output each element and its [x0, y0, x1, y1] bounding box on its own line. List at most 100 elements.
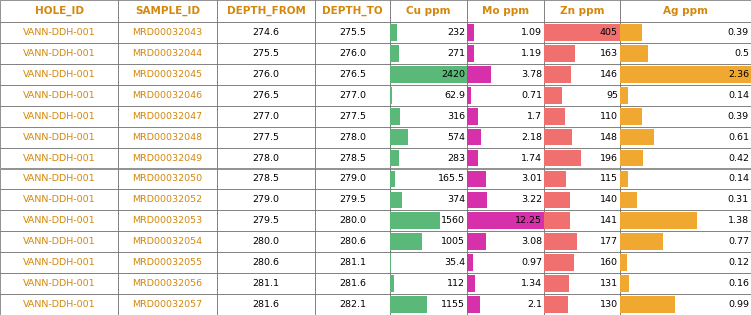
Bar [620, 0, 751, 22]
Bar [467, 85, 544, 106]
Text: 0.77: 0.77 [728, 237, 749, 246]
Text: 232: 232 [447, 28, 465, 37]
Text: 0.14: 0.14 [728, 175, 749, 183]
Bar [118, 231, 217, 252]
Text: MRD00032056: MRD00032056 [132, 279, 203, 288]
Bar [620, 108, 641, 124]
Text: 280.6: 280.6 [339, 237, 366, 246]
Bar [620, 150, 644, 166]
Bar [118, 273, 217, 294]
Bar [544, 108, 565, 124]
Text: MRD00032048: MRD00032048 [132, 133, 203, 142]
Bar [620, 254, 626, 271]
Bar [467, 87, 472, 104]
Text: HOLE_ID: HOLE_ID [35, 6, 83, 16]
Bar [390, 106, 467, 127]
Bar [467, 147, 544, 169]
Bar [467, 24, 474, 41]
Bar [467, 273, 544, 294]
Text: 1.34: 1.34 [521, 279, 542, 288]
Text: 374: 374 [447, 195, 465, 204]
Text: 196: 196 [600, 153, 618, 163]
Text: 160: 160 [600, 258, 618, 267]
Text: 274.6: 274.6 [252, 28, 279, 37]
Bar [118, 147, 217, 169]
Text: 0.97: 0.97 [521, 258, 542, 267]
Bar [390, 189, 467, 210]
Bar [217, 43, 315, 64]
Text: 1.19: 1.19 [521, 49, 542, 58]
Bar [544, 296, 569, 313]
Bar [544, 129, 572, 146]
Bar [315, 147, 390, 169]
Text: 278.0: 278.0 [252, 153, 279, 163]
Bar [544, 150, 581, 166]
Text: 1560: 1560 [441, 216, 465, 225]
Text: VANN-DDH-001: VANN-DDH-001 [23, 279, 95, 288]
Text: VANN-DDH-001: VANN-DDH-001 [23, 300, 95, 309]
Bar [544, 64, 620, 85]
Bar [467, 129, 481, 146]
Bar [315, 231, 390, 252]
Text: 146: 146 [600, 70, 618, 79]
Text: VANN-DDH-001: VANN-DDH-001 [23, 258, 95, 267]
Bar [544, 147, 620, 169]
Text: 0.61: 0.61 [728, 133, 749, 142]
Bar [620, 233, 662, 250]
Bar [467, 127, 544, 147]
Bar [315, 189, 390, 210]
Text: VANN-DDH-001: VANN-DDH-001 [23, 91, 95, 100]
Text: Mo ppm: Mo ppm [482, 6, 529, 16]
Text: 279.0: 279.0 [252, 195, 279, 204]
Bar [315, 210, 390, 231]
Text: MRD00032053: MRD00032053 [132, 216, 203, 225]
Bar [620, 296, 675, 313]
Text: MRD00032047: MRD00032047 [132, 112, 203, 121]
Text: 279.5: 279.5 [252, 216, 279, 225]
Text: 281.6: 281.6 [339, 279, 366, 288]
Bar [467, 252, 544, 273]
Bar [620, 171, 628, 187]
Bar [217, 231, 315, 252]
Text: 3.78: 3.78 [521, 70, 542, 79]
Text: 1.74: 1.74 [521, 153, 542, 163]
Bar [0, 210, 118, 231]
Text: 280.0: 280.0 [339, 216, 366, 225]
Bar [118, 106, 217, 127]
Bar [620, 22, 751, 43]
Text: VANN-DDH-001: VANN-DDH-001 [23, 49, 95, 58]
Bar [544, 231, 620, 252]
Text: 1155: 1155 [441, 300, 465, 309]
Bar [217, 106, 315, 127]
Bar [118, 294, 217, 315]
Bar [390, 275, 394, 292]
Bar [620, 43, 751, 64]
Bar [467, 192, 487, 208]
Bar [118, 22, 217, 43]
Text: 276.5: 276.5 [339, 70, 366, 79]
Bar [315, 64, 390, 85]
Text: Zn ppm: Zn ppm [559, 6, 605, 16]
Bar [620, 252, 751, 273]
Bar [544, 127, 620, 147]
Text: 276.0: 276.0 [339, 49, 366, 58]
Text: 275.5: 275.5 [339, 28, 366, 37]
Text: 283: 283 [447, 153, 465, 163]
Bar [544, 252, 620, 273]
Text: 1.09: 1.09 [521, 28, 542, 37]
Text: 2.1: 2.1 [527, 300, 542, 309]
Bar [467, 106, 544, 127]
Bar [390, 150, 399, 166]
Text: 279.0: 279.0 [339, 175, 366, 183]
Text: 1.7: 1.7 [527, 112, 542, 121]
Text: 271: 271 [447, 49, 465, 58]
Bar [0, 85, 118, 106]
Bar [390, 169, 467, 189]
Text: 112: 112 [447, 279, 465, 288]
Bar [0, 22, 118, 43]
Bar [544, 233, 578, 250]
Bar [620, 147, 751, 169]
Bar [467, 210, 544, 231]
Bar [315, 169, 390, 189]
Bar [620, 210, 751, 231]
